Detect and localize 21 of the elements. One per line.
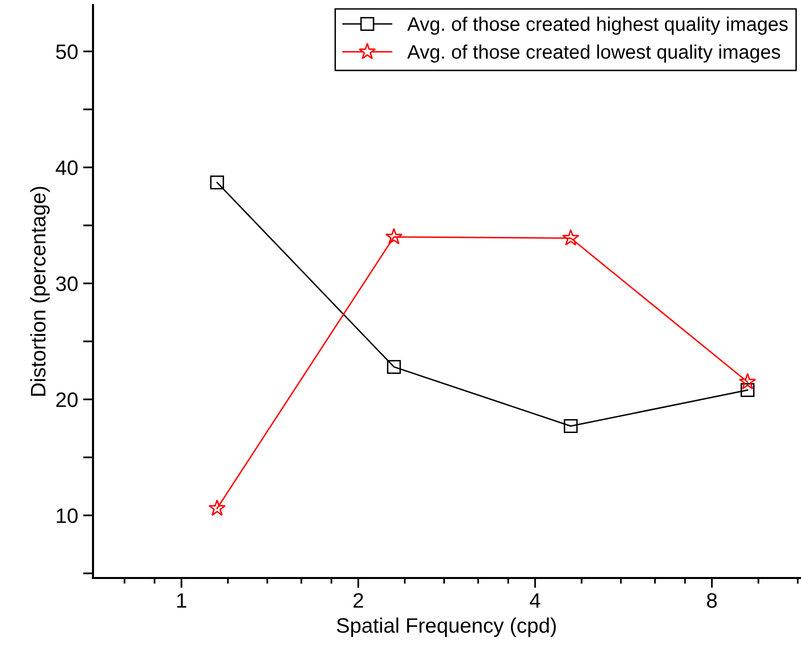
point <box>738 372 756 390</box>
y-axis-title: Distortion (percentage) <box>30 186 50 396</box>
y-tick-label: 30 <box>56 276 78 292</box>
point <box>210 176 224 190</box>
point <box>562 229 580 246</box>
x-tick-label: 4 <box>530 593 540 608</box>
x-tick-label: 2 <box>354 593 364 608</box>
y-tick-label: 10 <box>56 508 78 524</box>
point <box>740 383 754 398</box>
x-axis-title: Spatial Frequency (cpd) <box>336 618 556 637</box>
point <box>208 499 226 516</box>
legend-label: Avg. of those created highest quality images <box>407 16 788 35</box>
legend-label: Avg. of those created lowest quality images <box>407 44 780 63</box>
y-tick-label: 20 <box>56 392 78 408</box>
x-tick-label: 8 <box>707 593 717 608</box>
point <box>385 228 403 244</box>
y-tick-label: 40 <box>56 160 78 176</box>
y-tick-label: 50 <box>56 44 78 60</box>
point <box>564 419 578 433</box>
x-tick-label: 1 <box>177 593 186 608</box>
point <box>386 360 401 374</box>
